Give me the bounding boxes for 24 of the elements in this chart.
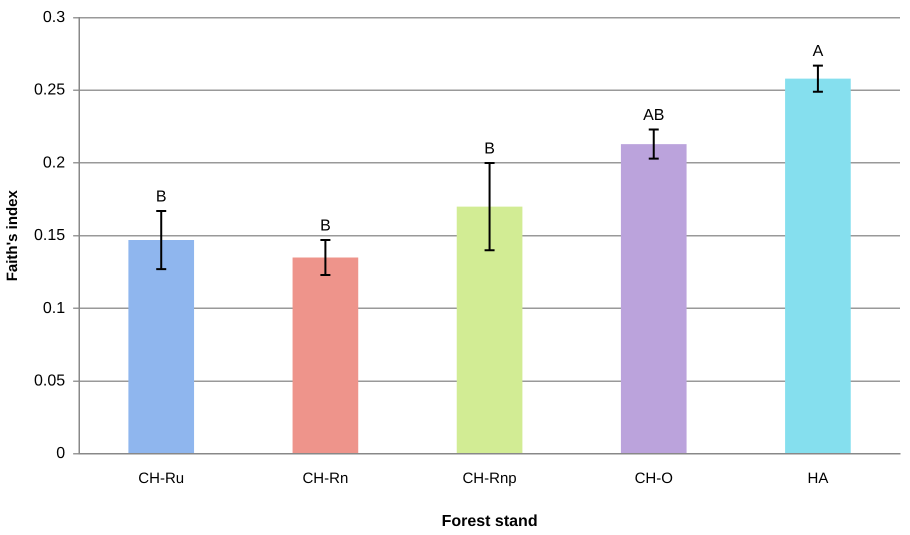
y-tick-label: 0	[56, 445, 66, 462]
bar	[128, 240, 194, 454]
bar	[292, 258, 358, 454]
data-label: AB	[643, 106, 664, 124]
x-tick-label: CH-O	[634, 470, 673, 487]
bar	[620, 144, 687, 454]
y-axis-title: Faith's index	[4, 190, 22, 282]
y-tick-label: 0.1	[42, 300, 66, 317]
x-axis-title: Forest stand	[442, 512, 538, 530]
y-tick-label: 0.2	[42, 154, 66, 172]
x-tick-label: CH-Rn	[302, 470, 348, 487]
y-tick-label: 0.05	[34, 372, 66, 390]
y-tick-label: 0.25	[34, 82, 66, 99]
x-tick-label: CH-Ru	[138, 470, 184, 487]
bar	[456, 206, 522, 454]
x-tick-label: HA	[807, 470, 828, 487]
data-label: B	[156, 188, 167, 206]
y-tick-label: 0.15	[34, 227, 66, 244]
data-label: B	[484, 140, 495, 158]
data-label: B	[320, 217, 331, 234]
data-label: A	[812, 42, 824, 60]
x-tick-label: CH-Rnp	[462, 470, 517, 487]
y-tick-label: 0.3	[42, 9, 66, 26]
bar	[785, 78, 851, 454]
